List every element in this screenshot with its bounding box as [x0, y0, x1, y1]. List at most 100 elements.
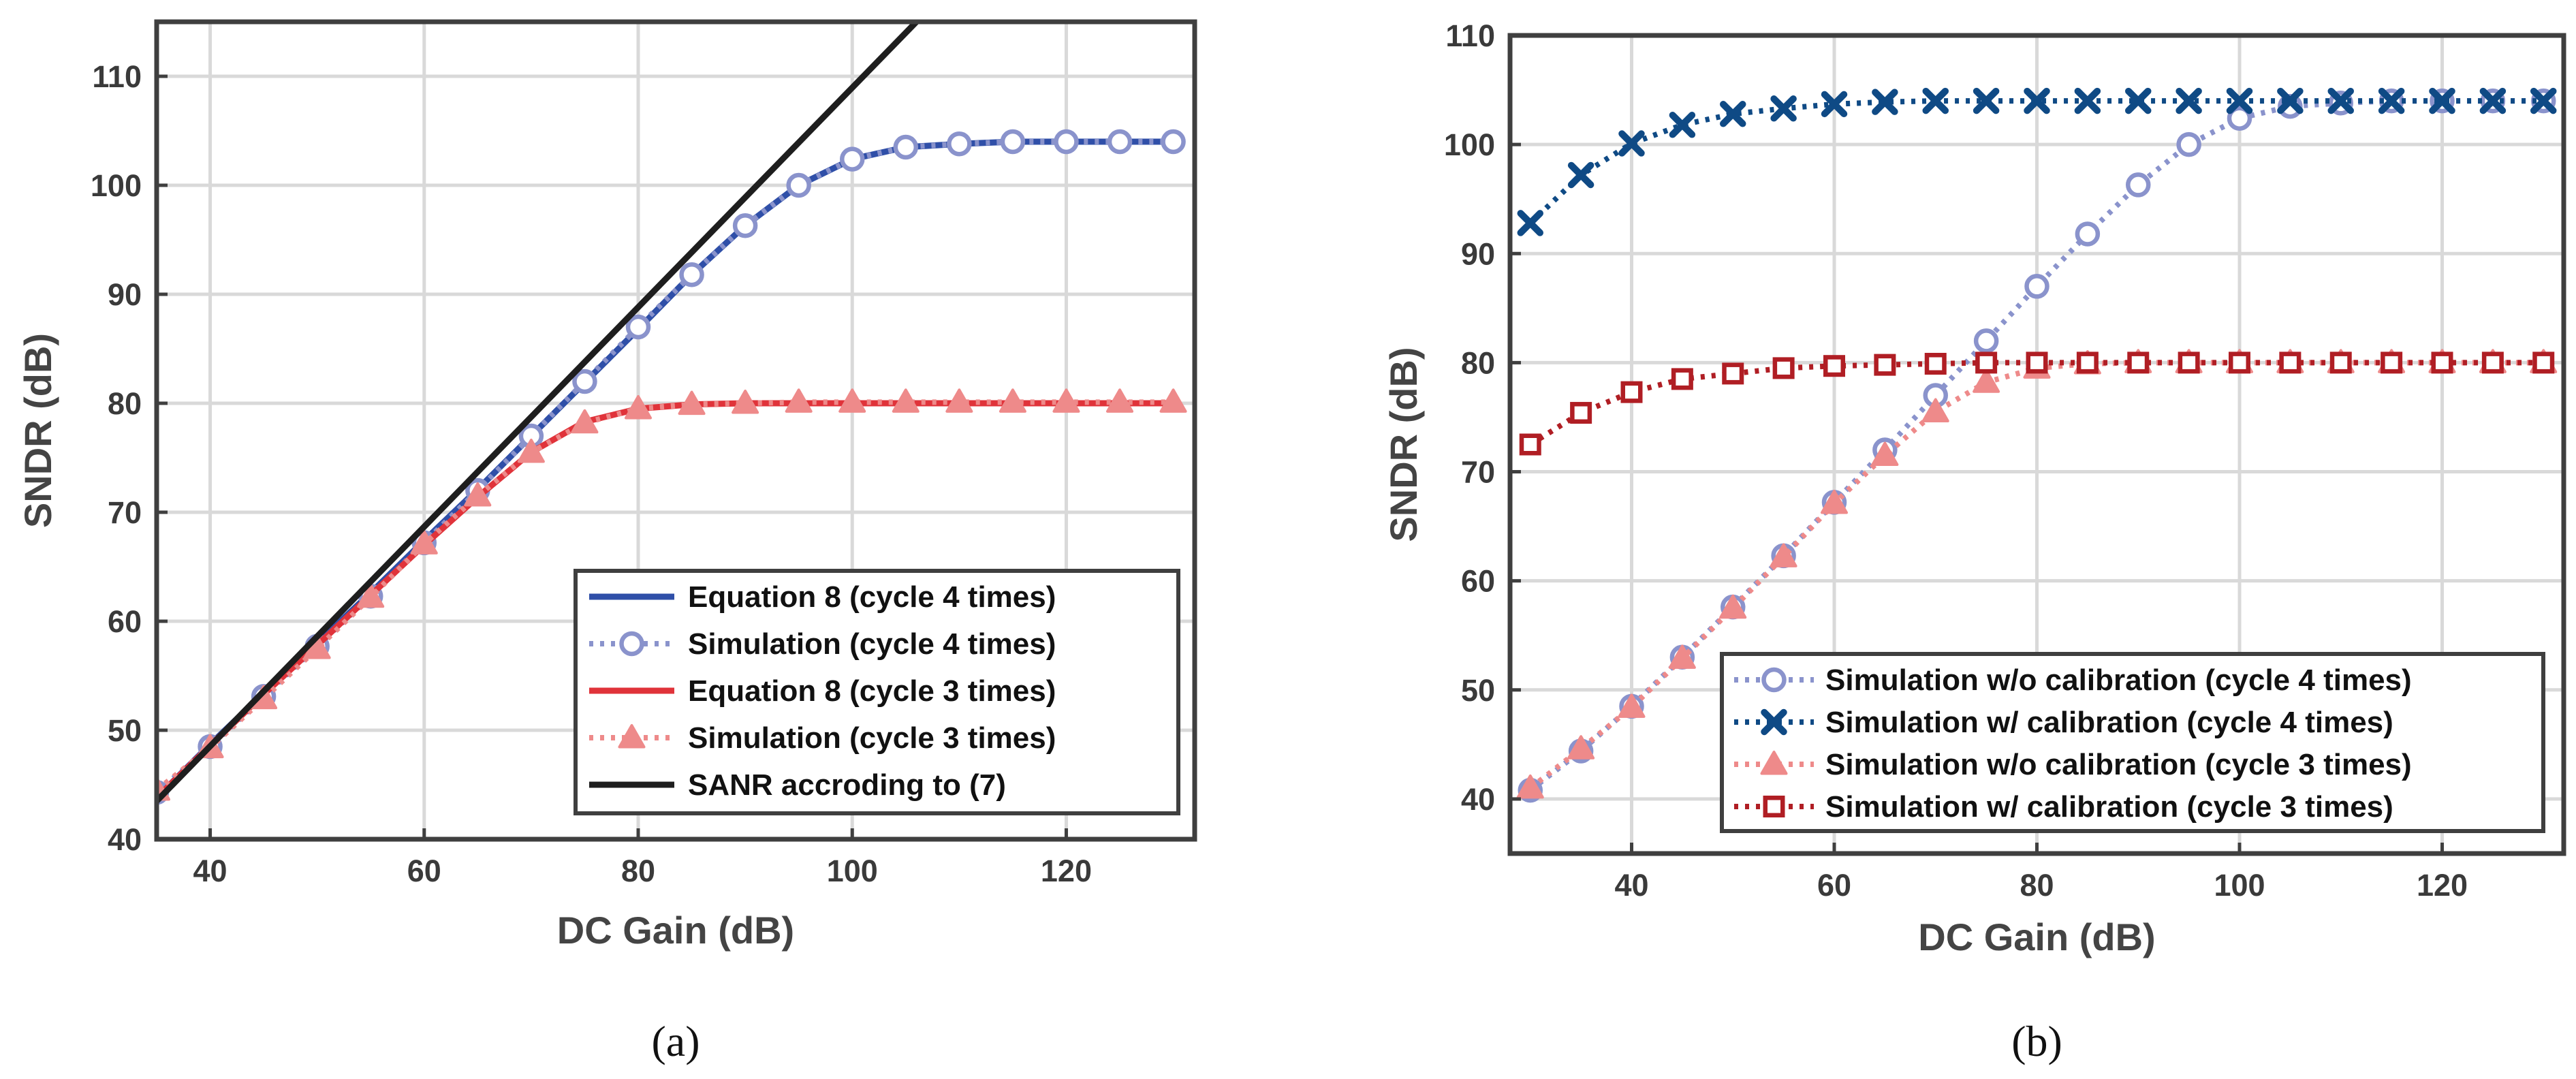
legend-marker-simulation-w-o-calibration-cycle-3-times [1760, 751, 1788, 775]
legend-label-simulation-cycle-3-times: Simulation (cycle 3 times) [688, 721, 1056, 755]
data-point-simulation-cycle-4-times [786, 172, 811, 198]
legend-marker-simulation-w-o-calibration-cycle-4-times [1761, 667, 1787, 693]
data-point-simulation-w-calibration-cycle-4-times [2074, 87, 2101, 114]
legend-label-simulation-w-o-calibration-cycle-4-times: Simulation w/o calibration (cycle 4 time… [1825, 663, 2412, 697]
legend-box [1720, 652, 2545, 833]
y-tick-label: 50 [108, 713, 142, 748]
data-point-simulation-w-calibration-cycle-3-times [2229, 351, 2250, 374]
data-point-simulation-cycle-4-times [947, 131, 972, 157]
y-tick-label: 60 [108, 604, 142, 639]
y-tick-label: 60 [1461, 564, 1495, 599]
data-point-simulation-cycle-3-times [1106, 388, 1134, 413]
data-point-simulation-cycle-3-times [785, 388, 813, 413]
data-point-simulation-w-o-calibration-cycle-3-times [1921, 398, 1949, 422]
x-tick-label: 40 [193, 854, 227, 888]
data-point-simulation-w-calibration-cycle-3-times [1722, 362, 1744, 385]
data-point-simulation-cycle-4-times [893, 134, 919, 160]
y-tick-label: 90 [108, 277, 142, 312]
data-point-simulation-w-calibration-cycle-3-times [1874, 354, 1896, 376]
legend-label-equation-8-cycle-3-times: Equation 8 (cycle 3 times) [688, 674, 1056, 708]
y-tick-label: 90 [1461, 236, 1495, 271]
legend: Equation 8 (cycle 4 times) Simulation (cy… [574, 569, 1180, 815]
legend-marker-simulation-cycle-3-times [618, 724, 646, 749]
series-group [157, 22, 1187, 805]
data-point-simulation-w-calibration-cycle-3-times [1975, 351, 1998, 374]
data-point-simulation-w-calibration-cycle-4-times [2378, 87, 2405, 114]
data-point-simulation-cycle-4-times [1161, 129, 1186, 155]
y-axis-label: SNDR (dB) [16, 333, 59, 528]
data-point-simulation-w-o-calibration-cycle-3-times [1567, 735, 1595, 760]
x-axis-label: DC Gain (dB) [1918, 916, 2155, 958]
data-point-simulation-w-calibration-cycle-3-times [2481, 351, 2504, 374]
y-tick-label: 110 [92, 59, 142, 94]
x-tick-label: 80 [2020, 868, 2054, 903]
legend-label-simulation-w-calibration-cycle-3-times: Simulation w/ calibration (cycle 3 times… [1825, 790, 2393, 824]
data-point-simulation-cycle-3-times [410, 530, 438, 554]
y-tick-label: 80 [108, 386, 142, 421]
data-point-simulation-w-calibration-cycle-4-times [2530, 87, 2557, 114]
data-point-simulation-w-o-calibration-cycle-3-times [1719, 594, 1747, 619]
x-tick-label: 60 [1817, 868, 1851, 903]
legend: Simulation w/o calibration (cycle 4 time… [1720, 652, 2545, 833]
data-point-simulation-w-o-calibration-cycle-4-times [2126, 172, 2151, 198]
data-point-simulation-w-calibration-cycle-3-times [2026, 351, 2048, 374]
data-point-simulation-w-calibration-cycle-4-times [2125, 87, 2152, 114]
data-point-simulation-w-calibration-cycle-3-times [2178, 351, 2200, 374]
data-point-simulation-w-calibration-cycle-4-times [1567, 161, 1595, 189]
axes-frame [154, 19, 1197, 842]
data-point-simulation-cycle-3-times [1052, 388, 1080, 413]
y-tick-label: 80 [1461, 345, 1495, 380]
data-point-simulation-w-calibration-cycle-3-times [2431, 351, 2453, 374]
data-point-simulation-w-calibration-cycle-4-times [1821, 91, 1848, 118]
y-tick-label: 50 [1461, 673, 1495, 708]
data-point-simulation-w-calibration-cycle-3-times [1671, 368, 1693, 390]
x-tick-label: 120 [2417, 868, 2468, 903]
data-point-simulation-w-o-calibration-cycle-3-times [1871, 441, 1899, 467]
chart-panel-a: 40 60 80 100 120 40 50 60 70 80 90 100 110 DC Gain (d… [16, 19, 1197, 1065]
data-point-simulation-w-calibration-cycle-4-times [1720, 101, 1746, 127]
chart-panel-b: 40 60 80 100 120 40 50 60 70 80 90 100 110 DC Gain (d… [1382, 18, 2566, 1065]
data-point-simulation-cycle-3-times [838, 388, 866, 413]
data-point-simulation-cycle-4-times [572, 369, 597, 394]
data-point-simulation-w-calibration-cycle-4-times [2176, 87, 2202, 114]
data-point-simulation-w-calibration-cycle-4-times [2277, 87, 2304, 114]
series-line-sanr-accroding-to-7 [157, 22, 920, 804]
data-point-simulation-w-o-calibration-cycle-3-times [1770, 543, 1797, 567]
data-point-simulation-w-calibration-cycle-4-times [1922, 87, 1949, 114]
data-point-simulation-w-calibration-cycle-3-times [1772, 357, 1795, 379]
y-tick-label: 70 [108, 495, 142, 530]
data-point-simulation-cycle-4-times [625, 314, 651, 340]
data-point-simulation-w-calibration-cycle-3-times [2127, 351, 2150, 374]
y-tick-label: 70 [1461, 455, 1495, 490]
data-point-simulation-cycle-3-times [625, 395, 653, 420]
data-point-simulation-cycle-4-times [839, 146, 865, 172]
data-point-simulation-w-o-calibration-cycle-3-times [1618, 693, 1646, 718]
data-point-simulation-cycle-3-times [892, 388, 920, 413]
legend-label-simulation-cycle-4-times: Simulation (cycle 4 times) [688, 627, 1056, 661]
data-point-simulation-cycle-3-times [517, 439, 545, 463]
data-point-simulation-cycle-4-times [1107, 129, 1133, 155]
x-tick-label: 100 [2214, 868, 2265, 903]
data-point-simulation-w-o-calibration-cycle-4-times [2227, 106, 2252, 131]
y-tick-label: 100 [91, 168, 142, 203]
data-point-simulation-w-o-calibration-cycle-4-times [2176, 131, 2201, 157]
data-point-simulation-cycle-3-times [464, 482, 492, 507]
data-point-simulation-cycle-4-times [1000, 129, 1026, 155]
data-point-simulation-w-calibration-cycle-3-times [2381, 351, 2403, 374]
data-point-simulation-w-o-calibration-cycle-3-times [1668, 644, 1696, 669]
data-point-simulation-w-calibration-cycle-4-times [1669, 112, 1696, 138]
data-point-simulation-w-calibration-cycle-4-times [2479, 87, 2507, 114]
data-point-simulation-w-calibration-cycle-4-times [1872, 89, 1898, 115]
data-point-simulation-w-calibration-cycle-4-times [1973, 87, 2000, 114]
data-point-simulation-w-calibration-cycle-3-times [1924, 353, 1947, 375]
data-point-simulation-w-calibration-cycle-4-times [1618, 130, 1645, 157]
data-point-simulation-w-calibration-cycle-4-times [1517, 210, 1543, 236]
x-tick-label: 80 [621, 854, 655, 888]
legend-marker-simulation-w-calibration-cycle-4-times [1761, 708, 1787, 736]
data-point-simulation-w-o-calibration-cycle-3-times [1821, 489, 1848, 514]
data-point-simulation-w-calibration-cycle-3-times [2076, 351, 2099, 374]
x-tick-label: 60 [407, 854, 441, 888]
series-group [1516, 87, 2558, 803]
data-point-simulation-cycle-3-times [1159, 388, 1187, 413]
